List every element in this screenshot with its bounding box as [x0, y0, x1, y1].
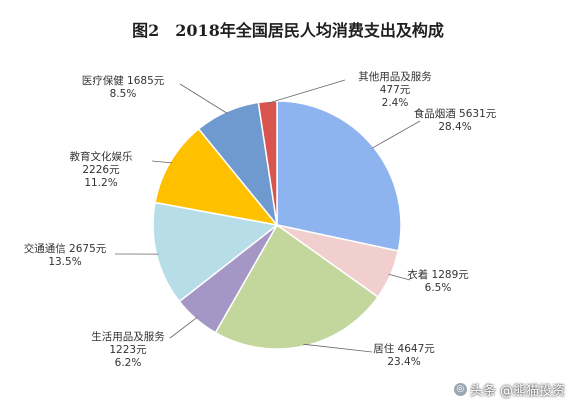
slice-label-0: 食品烟酒 5631元 28.4% — [414, 107, 497, 133]
leader-line-0 — [371, 120, 421, 149]
leader-line-5 — [151, 160, 173, 164]
pie-slice-2 — [214, 223, 380, 350]
slice-label-7: 其他用品及服务 477元 2.4% — [358, 70, 432, 109]
slice-label-line: 28.4% — [438, 121, 471, 133]
watermark: ◎ 头条 @熊猫投资 — [453, 380, 565, 399]
slice-label-line: 6.2% — [115, 357, 142, 369]
leader-line-1 — [388, 273, 411, 281]
slice-label-5: 教育文化娱乐 2226元 11.2% — [70, 150, 133, 189]
leader-line-7 — [267, 79, 346, 104]
slice-label-line: 13.5% — [48, 256, 81, 268]
slice-label-line: 2.4% — [382, 97, 409, 109]
watermark-text: 头条 @熊猫投资 — [469, 384, 565, 399]
slice-label-line: 23.4% — [387, 356, 420, 368]
leader-line-3 — [169, 316, 198, 339]
slice-label-line: 生活用品及服务 — [91, 330, 165, 343]
toutiao-logo-icon: ◎ — [453, 383, 467, 396]
pie-slice-7 — [257, 100, 278, 226]
slice-label-line: 衣着 1289元 — [407, 268, 469, 281]
slice-label-4: 交通通信 2675元 13.5% — [24, 242, 107, 268]
slice-labels: 食品烟酒 5631元 28.4% 衣着 1289元 6.5% 居住 4647元 23.4%… — [24, 70, 497, 369]
slice-label-line: 其他用品及服务 — [358, 70, 432, 83]
slice-label-line: 食品烟酒 5631元 — [414, 107, 497, 120]
slice-label-3: 生活用品及服务 1223元 6.2% — [91, 330, 165, 369]
slice-label-line: 11.2% — [84, 177, 117, 189]
leader-line-6 — [179, 83, 228, 114]
slice-label-1: 衣着 1289元 6.5% — [407, 268, 469, 294]
slice-label-line: 8.5% — [110, 88, 137, 100]
pie-slices — [152, 100, 402, 350]
slice-label-line: 2226元 — [82, 164, 120, 176]
slice-label-line: 477元 — [380, 84, 411, 96]
leader-lines — [114, 79, 421, 353]
slice-label-line: 1223元 — [109, 344, 147, 356]
pie-slice-4 — [152, 201, 279, 303]
slice-label-line: 居住 4647元 — [373, 342, 435, 355]
slice-label-6: 医疗保健 1685元 8.5% — [82, 74, 165, 100]
slice-label-2: 居住 4647元 23.4% — [373, 342, 435, 368]
slice-label-line: 医疗保健 1685元 — [82, 74, 165, 87]
chart-title: 图2 2018年全国居民人均消费支出及构成 — [132, 21, 444, 40]
slice-label-line: 交通通信 2675元 — [24, 242, 107, 255]
leader-line-2 — [303, 343, 373, 353]
slice-label-line: 教育文化娱乐 — [70, 150, 133, 163]
pie-slice-5 — [154, 127, 279, 227]
slice-label-line: 6.5% — [425, 282, 452, 294]
